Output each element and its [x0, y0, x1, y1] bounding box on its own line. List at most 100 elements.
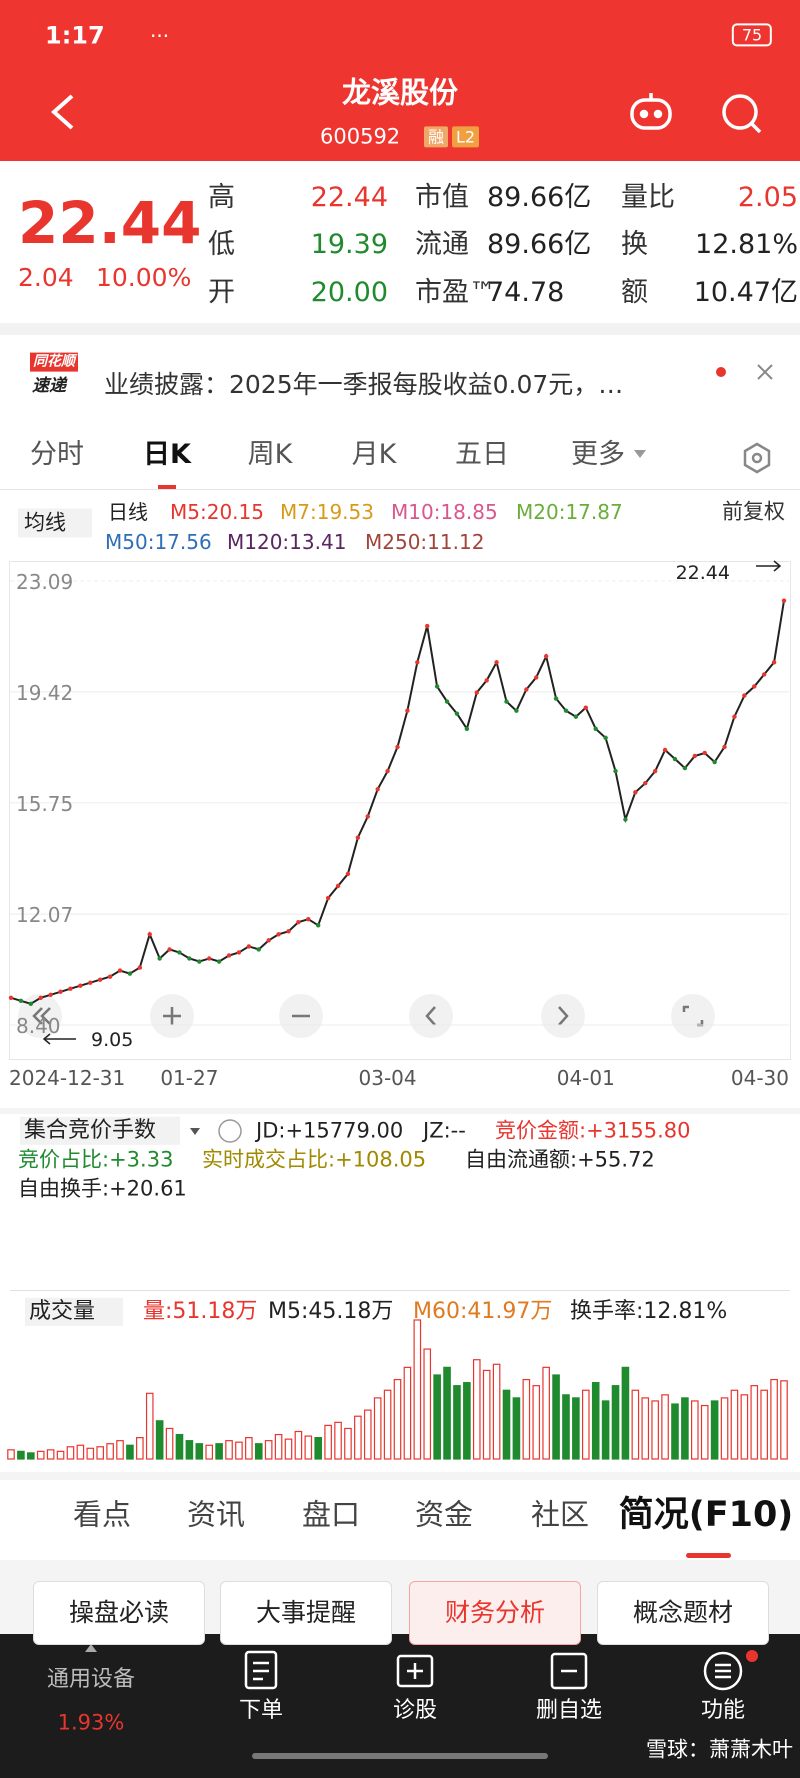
nav-item[interactable]: 删自选 — [535, 1697, 603, 1723]
min-label: 9.05 — [91, 1029, 133, 1051]
price-adjust[interactable]: 前复权 — [722, 499, 785, 524]
section-tab[interactable]: 资金 — [414, 1497, 474, 1532]
volume-bar — [552, 1374, 560, 1460]
dropdown-arrow — [634, 450, 646, 458]
last-price: 22.44 — [18, 189, 202, 258]
volume-bar — [7, 1449, 15, 1460]
close-point — [107, 974, 113, 979]
nav-item[interactable]: 通用设备 — [46, 1666, 136, 1692]
panel-divider — [0, 1108, 800, 1114]
close-point — [514, 708, 519, 713]
close-point — [68, 986, 73, 991]
section-tab[interactable]: 社区 — [530, 1497, 590, 1532]
volume-bar — [225, 1440, 233, 1460]
indicator-value: 日线 — [108, 500, 148, 524]
volume-bar — [720, 1397, 729, 1460]
volume-bar — [215, 1443, 223, 1460]
close-point — [127, 971, 133, 976]
volume-bar — [86, 1447, 95, 1460]
volume-bar — [691, 1400, 699, 1460]
section-tab[interactable]: 看点 — [72, 1497, 132, 1532]
close-point — [207, 956, 212, 961]
close-point — [137, 965, 143, 970]
auction-title[interactable]: 集合竞价手数 — [20, 1116, 181, 1146]
volume-title[interactable]: 成交量 — [25, 1297, 124, 1327]
stat-value: 22.44 — [310, 181, 388, 213]
stock-code: 600592 — [320, 124, 401, 149]
close-point — [652, 768, 658, 774]
close-point — [425, 623, 430, 629]
back-icon[interactable] — [50, 94, 74, 130]
volume-bar — [621, 1366, 630, 1460]
close-point — [296, 920, 301, 925]
period-tab[interactable]: 分时 — [30, 438, 84, 470]
section-tab[interactable]: 资讯 — [186, 1497, 246, 1532]
nav-icons[interactable] — [244, 1650, 743, 1691]
feature-button[interactable]: 财务分析 — [409, 1581, 581, 1645]
close-point — [375, 787, 380, 792]
help-icon[interactable] — [218, 1119, 242, 1143]
close-point — [613, 768, 618, 774]
news-text[interactable]: 业绩披露：2025年一季报每股收益0.07元，… — [104, 370, 624, 399]
period-tab[interactable]: 周K — [247, 438, 293, 470]
volume-bar — [581, 1389, 590, 1460]
volume-bar — [631, 1389, 640, 1460]
robot-icon[interactable] — [630, 93, 672, 130]
dropdown-arrow — [190, 1128, 200, 1135]
header-bg — [0, 0, 800, 161]
close-point — [474, 690, 479, 695]
volume-bar — [354, 1415, 362, 1460]
stat-value: 12.81% — [695, 228, 798, 260]
volume-bar — [532, 1385, 541, 1460]
close-point — [702, 750, 707, 756]
nav-dot — [746, 1650, 758, 1662]
close-point — [484, 678, 489, 683]
volume-bar — [175, 1433, 184, 1460]
volume-bar — [661, 1394, 669, 1460]
feature-button[interactable]: 大事提醒 — [220, 1581, 392, 1645]
nav-item[interactable]: 功能 — [700, 1697, 746, 1723]
period-tab[interactable]: 月K — [351, 438, 397, 470]
close-point — [197, 959, 202, 964]
section-tab[interactable]: 简况(F10) — [618, 1495, 794, 1535]
close-point — [722, 744, 727, 750]
close-point — [157, 956, 162, 961]
section-tab[interactable]: 盘口 — [301, 1497, 361, 1532]
volume-bar — [195, 1443, 204, 1460]
volume-bar — [66, 1446, 75, 1460]
volume-bar — [542, 1366, 550, 1460]
search-icon[interactable] — [722, 94, 762, 134]
volume-bar — [433, 1374, 441, 1460]
close-icon[interactable] — [757, 364, 773, 380]
period-tab[interactable]: 五日 — [455, 438, 509, 470]
settings-icon — [751, 452, 763, 464]
nav-item[interactable]: 下单 — [238, 1697, 284, 1723]
stat-value: 89.66亿 — [487, 181, 592, 213]
x-tick-label: 04-30 — [731, 1066, 789, 1090]
indicator-value: M20:17.87 — [516, 500, 623, 524]
feature-button[interactable]: 概念题材 — [597, 1581, 769, 1645]
stat-label: 换 — [621, 228, 648, 260]
period-tab[interactable]: 日K — [143, 438, 191, 470]
close-point — [246, 944, 252, 949]
feature-button[interactable]: 操盘必读 — [33, 1581, 205, 1645]
volume-bar — [651, 1400, 659, 1460]
nav-item[interactable]: 诊股 — [392, 1697, 438, 1723]
volume-bar — [453, 1385, 461, 1460]
settings-icon[interactable] — [743, 442, 771, 474]
volume-bar — [314, 1437, 323, 1460]
period-tab[interactable]: 更多 — [571, 438, 625, 470]
watermark: 雪球：萧萧木叶 — [646, 1737, 793, 1762]
stock-name: 龙溪股份 — [341, 75, 459, 110]
close-point — [742, 693, 747, 698]
stat-label: 流通 — [415, 228, 469, 260]
volume-bar — [512, 1397, 521, 1460]
indicator-selector[interactable]: 均线 — [18, 508, 92, 538]
stat-label: 低 — [208, 228, 235, 260]
stat-value: 74.78 — [487, 276, 565, 308]
volume-bar — [17, 1450, 25, 1460]
news-badge: 速递 — [32, 375, 66, 396]
volume-bar — [284, 1438, 293, 1460]
expand-icon[interactable] — [85, 1644, 97, 1652]
